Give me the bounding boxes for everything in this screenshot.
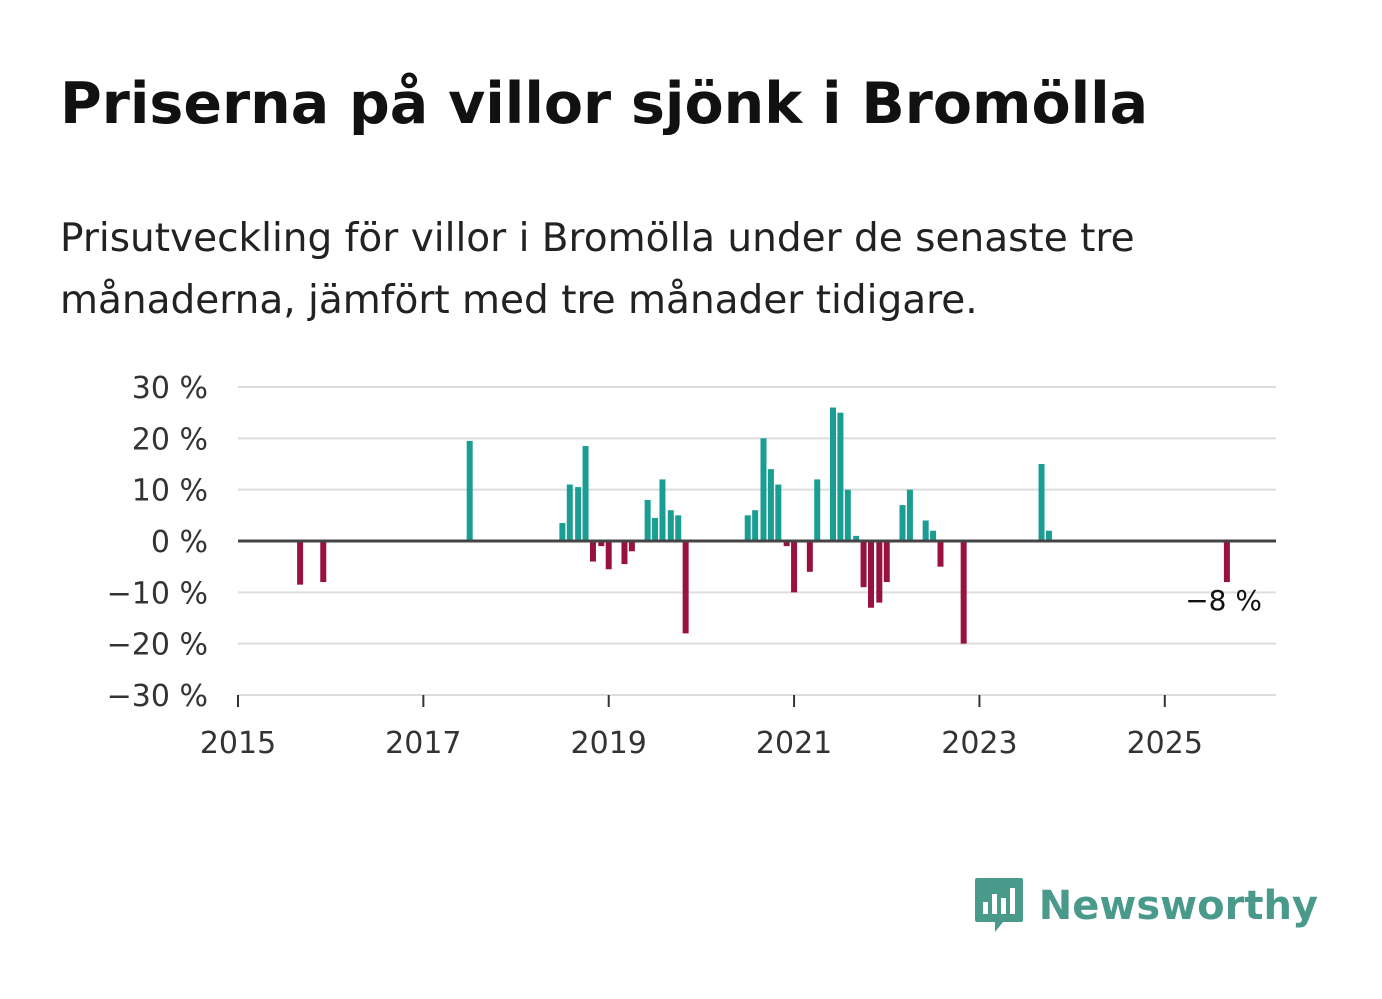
bar	[605, 541, 612, 570]
bar	[899, 505, 906, 541]
bar	[937, 541, 944, 567]
bar	[814, 479, 821, 541]
bar	[906, 489, 913, 541]
bar	[297, 541, 304, 585]
brand-logo: Newsworthy	[973, 876, 1318, 936]
bar	[760, 438, 767, 541]
bar	[1045, 530, 1052, 541]
bar	[575, 487, 582, 541]
chart-subtitle: Prisutveckling för villor i Bromölla und…	[60, 216, 1135, 323]
bar	[1038, 464, 1045, 541]
bar	[860, 541, 867, 588]
x-tick-label: 2019	[571, 726, 647, 761]
bar	[853, 535, 860, 541]
bar	[598, 541, 605, 547]
x-axis: 2015 2017 2019 2021 2023 2025	[200, 695, 1203, 761]
newsworthy-logo-icon	[974, 878, 1023, 932]
bar	[628, 541, 635, 552]
bar	[806, 541, 813, 572]
bar	[883, 541, 890, 583]
bar	[566, 484, 573, 541]
y-axis-labels: 30 % 20 % 10 % 0 % −10 % −20 % −30 %	[107, 371, 208, 714]
bar	[791, 541, 798, 593]
bar	[829, 407, 836, 541]
bar	[922, 520, 929, 541]
page-title: Priserna på villor sjönk i Bromölla	[60, 71, 1149, 137]
bar	[775, 484, 782, 541]
bar	[644, 499, 651, 541]
y-tick-label: 20 %	[132, 422, 208, 457]
y-tick-label: −20 %	[107, 628, 208, 663]
bar	[621, 541, 628, 565]
x-tick-label: 2021	[756, 726, 832, 761]
y-tick-label: −30 %	[107, 679, 208, 714]
bar	[960, 541, 967, 644]
bar	[589, 541, 596, 562]
x-tick-label: 2023	[941, 726, 1017, 761]
bar	[930, 530, 937, 541]
bar	[876, 541, 883, 603]
x-tick-label: 2015	[200, 726, 276, 761]
bar	[559, 523, 566, 541]
bar	[667, 510, 674, 541]
bar	[659, 479, 666, 541]
bar	[320, 541, 327, 583]
bar	[767, 469, 774, 541]
x-tick-label: 2017	[385, 726, 461, 761]
bar	[783, 541, 790, 547]
bar	[652, 517, 659, 541]
bar	[675, 515, 682, 541]
bars	[297, 407, 1230, 644]
bar	[582, 446, 589, 541]
last-value-label: −8 %	[1185, 584, 1262, 617]
y-tick-label: 0 %	[151, 525, 208, 560]
brand-name: Newsworthy	[1038, 883, 1318, 929]
bar	[682, 541, 689, 634]
y-tick-label: 30 %	[132, 371, 208, 406]
x-tick-label: 2025	[1127, 726, 1203, 761]
bar	[1223, 541, 1230, 583]
bar	[466, 440, 473, 541]
bar	[844, 489, 851, 541]
y-tick-label: −10 %	[107, 576, 208, 611]
y-tick-label: 10 %	[132, 474, 208, 509]
bar	[752, 510, 759, 541]
grid-lines	[238, 386, 1276, 696]
bar	[837, 412, 844, 541]
bar	[867, 541, 874, 608]
bar	[744, 515, 751, 541]
